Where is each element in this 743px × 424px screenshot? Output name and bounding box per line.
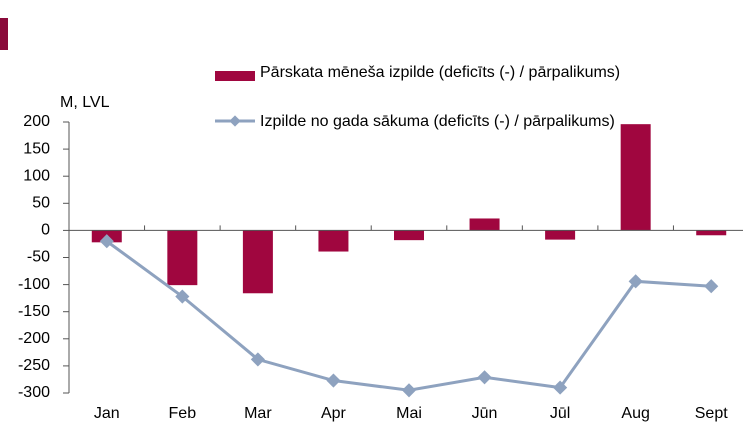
legend-bar-swatch xyxy=(215,71,255,81)
bar xyxy=(394,230,424,241)
y-tick-label: 100 xyxy=(23,167,50,184)
x-tick-label: Mai xyxy=(396,405,422,422)
x-tick-label: Feb xyxy=(169,405,197,422)
x-tick-label: Jan xyxy=(94,405,120,422)
x-tick-label: Jūn xyxy=(472,405,498,422)
x-tick-label: Mar xyxy=(244,405,272,422)
y-tick-label: -50 xyxy=(27,249,50,266)
bar xyxy=(242,230,273,294)
line-marker xyxy=(175,289,190,304)
corner-tab xyxy=(0,18,8,50)
y-tick-label: -100 xyxy=(18,276,50,293)
y-tick-label: -300 xyxy=(18,384,50,401)
bar xyxy=(545,230,576,240)
y-tick-label: 0 xyxy=(41,222,50,239)
bar xyxy=(469,218,500,231)
y-tick-label: -200 xyxy=(18,330,50,347)
legend-label: Pārskata mēneša izpilde (deficīts (-) / … xyxy=(260,64,621,81)
y-tick-label: -250 xyxy=(18,357,50,374)
bar xyxy=(318,230,349,252)
line-marker xyxy=(401,383,417,398)
line-marker xyxy=(628,274,643,289)
bar xyxy=(167,230,198,286)
line-marker xyxy=(326,373,341,388)
x-tick-label: Aug xyxy=(621,405,649,422)
line-marker xyxy=(704,279,719,294)
x-tick-label: Jūl xyxy=(550,405,570,422)
legend-label: Izpilde no gada sākuma (deficīts (-) / p… xyxy=(260,113,615,130)
line-marker xyxy=(553,380,568,395)
y-tick-label: -150 xyxy=(18,303,50,320)
y-tick-label: 150 xyxy=(23,140,50,157)
bar xyxy=(696,230,727,236)
y-tick-label: 200 xyxy=(23,113,50,130)
line xyxy=(105,240,712,392)
y-tick-label: 50 xyxy=(32,195,50,212)
line-marker xyxy=(477,370,492,385)
line-marker xyxy=(250,352,265,367)
y-axis-label: M, LVL xyxy=(60,94,110,111)
x-tick-label: Sept xyxy=(695,405,728,422)
legend-line-marker xyxy=(229,115,241,127)
x-tick-label: Apr xyxy=(321,405,347,422)
bar xyxy=(620,124,651,231)
